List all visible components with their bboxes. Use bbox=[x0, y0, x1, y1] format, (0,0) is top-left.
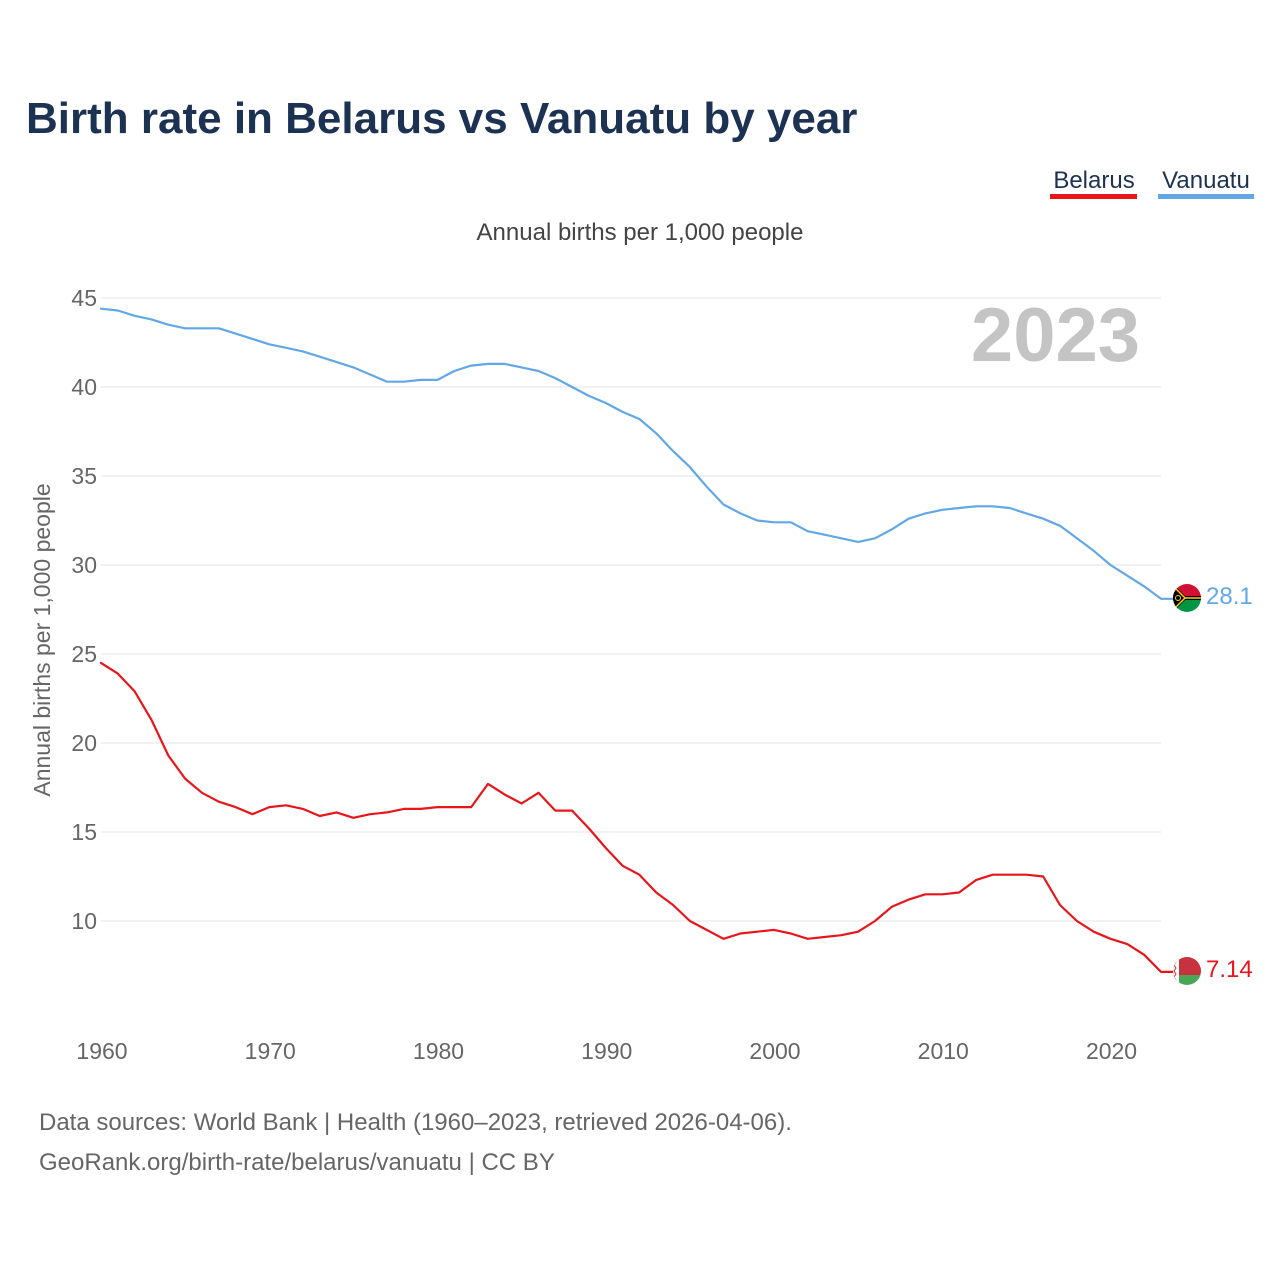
legend-label-belarus: Belarus bbox=[1053, 167, 1134, 194]
series-line-vanuatu[interactable] bbox=[99, 307, 1175, 600]
legend-label-vanuatu: Vanuatu bbox=[1162, 167, 1250, 194]
y-tick-label-15: 15 bbox=[71, 819, 97, 845]
x-tick-label-1990: 1990 bbox=[581, 1038, 632, 1064]
y-tick-label-45: 45 bbox=[71, 285, 97, 311]
end-label-vanuatu: 28.1 bbox=[1206, 583, 1253, 610]
x-tick-label-2020: 2020 bbox=[1086, 1038, 1137, 1064]
y-tick-label-25: 25 bbox=[71, 641, 97, 667]
series-line-belarus[interactable] bbox=[99, 661, 1175, 974]
year-label: 2023 bbox=[971, 293, 1140, 378]
y-axis-label: Annual births per 1,000 people bbox=[29, 483, 55, 796]
legend: Belarus Vanuatu bbox=[1050, 167, 1254, 199]
y-tick-label-40: 40 bbox=[71, 374, 97, 400]
x-tick-label-2000: 2000 bbox=[749, 1038, 800, 1064]
y-tick-label-30: 30 bbox=[71, 552, 97, 578]
y-tick-label-10: 10 bbox=[71, 908, 97, 934]
end-label-belarus: 7.14 bbox=[1206, 956, 1253, 983]
footer-url[interactable]: GeoRank.org/birth-rate/belarus/vanuatu |… bbox=[39, 1149, 555, 1176]
y-tick-label-20: 20 bbox=[71, 730, 97, 756]
chart-title: Birth rate in Belarus vs Vanuatu by year bbox=[26, 94, 857, 143]
legend-item-vanuatu[interactable]: Vanuatu bbox=[1158, 167, 1254, 199]
footer-source: Data sources: World Bank | Health (1960–… bbox=[39, 1109, 792, 1136]
y-tick-label-35: 35 bbox=[71, 463, 97, 489]
legend-item-belarus[interactable]: Belarus bbox=[1050, 167, 1137, 199]
x-tick-label-1970: 1970 bbox=[245, 1038, 296, 1064]
x-tick-label-1980: 1980 bbox=[413, 1038, 464, 1064]
vanuatu-flag-icon bbox=[1173, 584, 1201, 612]
chart-subtitle: Annual births per 1,000 people bbox=[477, 219, 804, 246]
grid bbox=[101, 297, 1161, 922]
x-tick-label-2010: 2010 bbox=[918, 1038, 969, 1064]
legend-swatch-belarus bbox=[1050, 194, 1137, 199]
legend-swatch-vanuatu bbox=[1158, 194, 1254, 199]
x-tick-label-1960: 1960 bbox=[76, 1038, 127, 1064]
y-axis-ticks: 10 15 20 25 30 35 40 45 bbox=[71, 285, 97, 934]
belarus-flag-icon bbox=[1173, 957, 1201, 985]
x-axis-ticks: 1960 1970 1980 1990 2000 2010 2020 bbox=[76, 1038, 1137, 1064]
series-lines bbox=[99, 307, 1175, 974]
